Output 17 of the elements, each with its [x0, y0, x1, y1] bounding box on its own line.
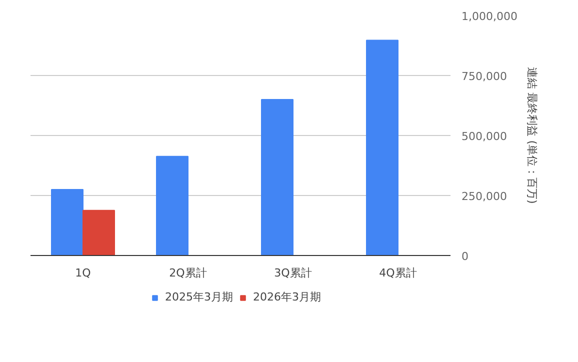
bar [82, 210, 115, 256]
x-tick-label: 3Q累計 [274, 266, 312, 280]
y-axis-title: 連結 最終利益 (単位：百万) [525, 67, 538, 204]
y-tick-label: 0 [462, 250, 468, 263]
bar [156, 156, 188, 256]
x-tick-label: 1Q [75, 266, 92, 280]
legend-label: 2026年3月期 [253, 290, 321, 304]
legend-label: 2025年3月期 [165, 290, 233, 304]
bar [366, 40, 398, 256]
bar [51, 189, 84, 256]
x-tick-label: 4Q累計 [379, 266, 417, 280]
y-tick-label: 250,000 [462, 190, 507, 203]
bar [261, 99, 294, 256]
x-tick-label: 2Q累計 [169, 266, 207, 280]
y-tick-label: 750,000 [462, 70, 507, 83]
y-tick-label: 1,000,000 [462, 10, 518, 23]
y-tick-label: 500,000 [462, 130, 507, 143]
